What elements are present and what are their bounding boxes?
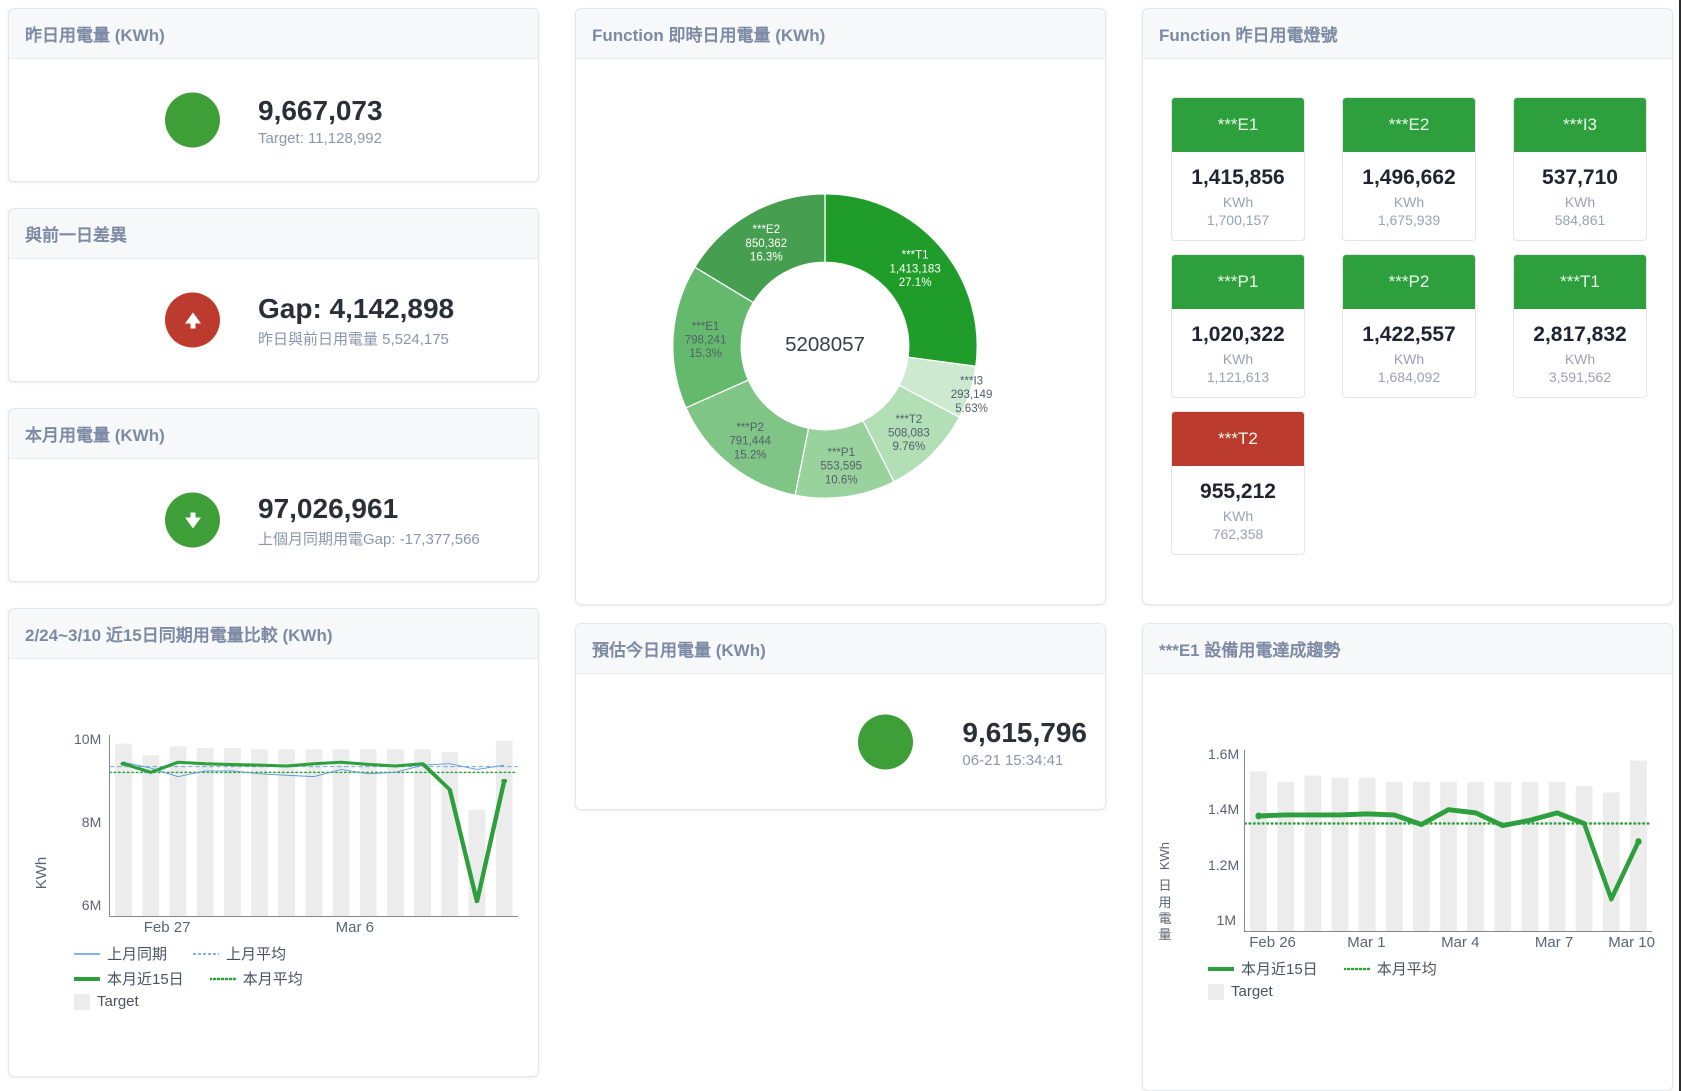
svg-text:1,413,183: 1,413,183 [889, 263, 940, 275]
svg-text:***P1: ***P1 [827, 447, 855, 459]
svg-text:***T1: ***T1 [902, 250, 929, 262]
svg-text:553,595: 553,595 [820, 461, 862, 473]
svg-text:***E2: ***E2 [752, 224, 780, 236]
svg-text:***P2: ***P2 [736, 422, 764, 434]
svg-text:10.6%: 10.6% [825, 474, 858, 486]
svg-text:***E1: ***E1 [692, 321, 720, 333]
svg-text:508,083: 508,083 [888, 428, 930, 440]
svg-text:***T2: ***T2 [895, 414, 922, 426]
svg-text:293,149: 293,149 [951, 389, 993, 401]
svg-text:5208057: 5208057 [785, 333, 865, 356]
svg-text:***I3: ***I3 [960, 376, 983, 388]
svg-text:15.2%: 15.2% [734, 449, 767, 461]
svg-text:5.63%: 5.63% [955, 403, 988, 415]
svg-text:9.76%: 9.76% [893, 441, 926, 453]
svg-text:27.1%: 27.1% [899, 277, 932, 289]
svg-text:15.3%: 15.3% [689, 348, 722, 360]
svg-text:16.3%: 16.3% [750, 252, 783, 264]
svg-text:791,444: 791,444 [729, 436, 771, 448]
svg-text:798,241: 798,241 [685, 335, 727, 347]
svg-text:850,362: 850,362 [745, 238, 787, 250]
